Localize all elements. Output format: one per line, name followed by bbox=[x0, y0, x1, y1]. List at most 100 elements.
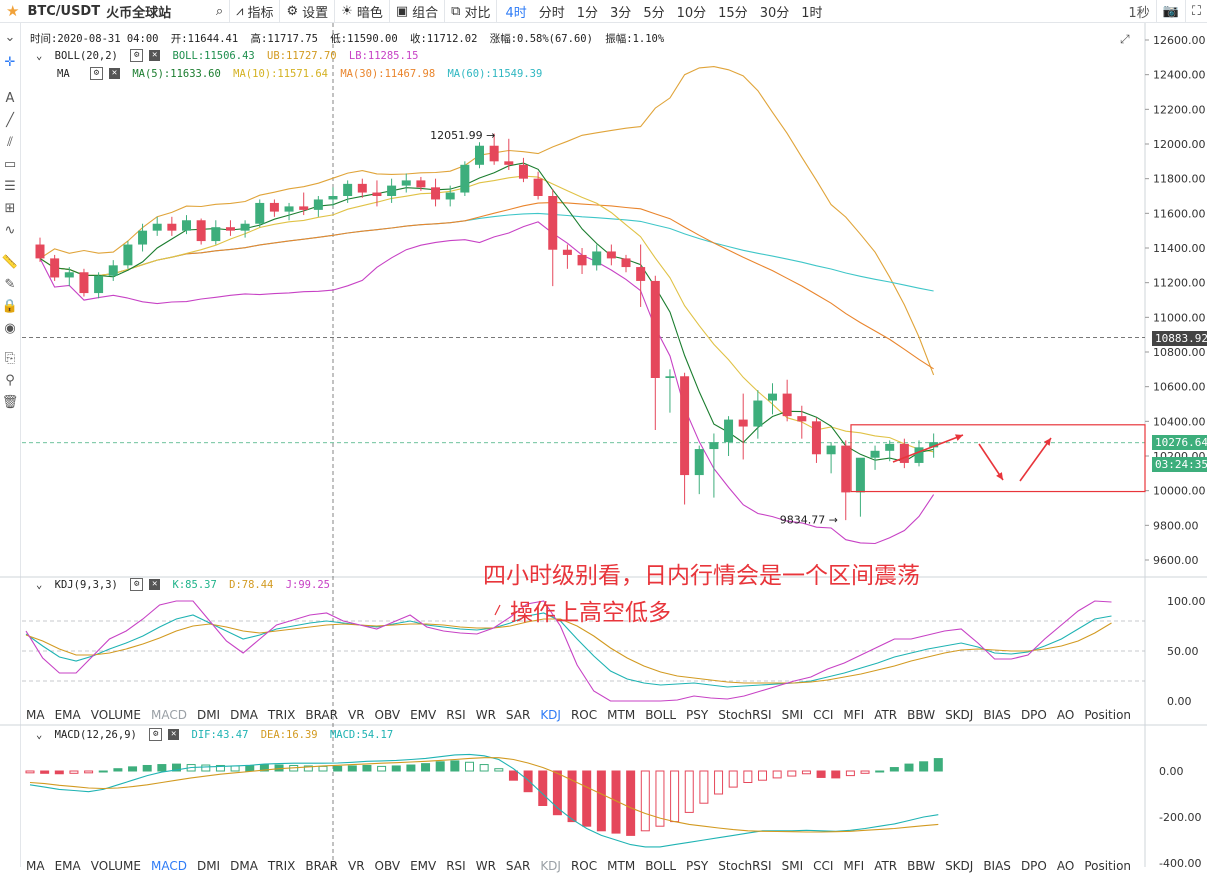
crosshair-icon[interactable]: ✛ bbox=[4, 54, 16, 70]
refresh-interval[interactable]: 1秒 bbox=[1122, 0, 1155, 22]
indicator-tab-smi[interactable]: SMI bbox=[781, 859, 804, 873]
indicator-tab-emv[interactable]: EMV bbox=[410, 859, 437, 873]
indicator-tab-mtm[interactable]: MTM bbox=[607, 708, 636, 722]
timeframe-tick[interactable]: 分时 bbox=[538, 5, 565, 21]
screenshot-button[interactable]: 📷 bbox=[1157, 0, 1185, 22]
indicator-tab-bbw[interactable]: BBW bbox=[907, 859, 936, 873]
gear-icon[interactable]: ⚙ bbox=[149, 728, 163, 741]
indicator-tab-bias[interactable]: BIAS bbox=[983, 708, 1011, 722]
chart-expand-icon[interactable]: ⤢ bbox=[1120, 32, 1130, 46]
indicator-tab-dma[interactable]: DMA bbox=[230, 708, 258, 722]
multiline-tool-icon[interactable]: ⫽ bbox=[7, 134, 13, 150]
menu-indicator[interactable]: ⩘ 指标 bbox=[230, 0, 279, 22]
indicator-tab-roc[interactable]: ROC bbox=[570, 708, 598, 722]
menu-settings[interactable]: ⚙ 设置 bbox=[280, 0, 334, 22]
close-icon[interactable]: ✕ bbox=[149, 579, 161, 590]
close-icon[interactable]: ✕ bbox=[168, 729, 180, 740]
indicator-tab-atr[interactable]: ATR bbox=[874, 859, 898, 873]
indicator-tab-psy[interactable]: PSY bbox=[686, 708, 709, 722]
ruler-icon[interactable]: 📏 bbox=[1, 254, 19, 270]
timeframe-5m[interactable]: 5分 bbox=[643, 5, 665, 21]
indicator-tab-vr[interactable]: VR bbox=[347, 859, 365, 873]
menu-theme[interactable]: ☀ 暗色 bbox=[335, 0, 389, 22]
gear-icon[interactable]: ⚙ bbox=[130, 49, 144, 62]
indicator-tab-bias[interactable]: BIAS bbox=[983, 859, 1011, 873]
collapse-icon[interactable]: ⌄ bbox=[4, 29, 16, 45]
timeframe-3m[interactable]: 3分 bbox=[610, 5, 632, 21]
wave-tool-icon[interactable]: ∿ bbox=[4, 222, 16, 238]
indicator-tab-volume[interactable]: VOLUME bbox=[90, 859, 141, 873]
indicator-tab-wr[interactable]: WR bbox=[475, 859, 496, 873]
text-tool-icon[interactable]: A bbox=[5, 90, 15, 106]
indicator-tab-boll[interactable]: BOLL bbox=[645, 708, 677, 722]
indicator-tab-obv[interactable]: OBV bbox=[374, 859, 401, 873]
indicator-tab-kdj[interactable]: KDJ bbox=[540, 708, 561, 722]
indicator-tab-smi[interactable]: SMI bbox=[781, 708, 804, 722]
indicator-tab-ao[interactable]: AO bbox=[1056, 708, 1075, 722]
indicator-tab-roc[interactable]: ROC bbox=[570, 859, 598, 873]
close-icon[interactable]: ✕ bbox=[108, 68, 120, 79]
trash-icon[interactable]: 🗑 bbox=[1, 394, 19, 410]
indicator-tab-brar[interactable]: BRAR bbox=[305, 708, 338, 722]
timeframe-10m[interactable]: 10分 bbox=[676, 5, 707, 21]
indicator-tab-cci[interactable]: CCI bbox=[813, 859, 834, 873]
rectangle-tool-icon[interactable]: ▭ bbox=[3, 156, 17, 172]
indicator-tab-rsi[interactable]: RSI bbox=[446, 708, 466, 722]
lock-icon[interactable]: 🔒 bbox=[1, 298, 19, 314]
indicator-tab-position[interactable]: Position bbox=[1084, 708, 1132, 722]
bookmark-icon[interactable]: ⎘ bbox=[4, 350, 16, 366]
magnet-icon[interactable]: ⚲ bbox=[5, 372, 15, 388]
indicator-tab-bbw[interactable]: BBW bbox=[907, 708, 936, 722]
indicator-tab-brar[interactable]: BRAR bbox=[305, 859, 338, 873]
indicator-tab-dpo[interactable]: DPO bbox=[1020, 859, 1047, 873]
symbol-title[interactable]: BTC/USDT 火币全球站 bbox=[25, 0, 177, 22]
indicator-tab-vr[interactable]: VR bbox=[347, 708, 365, 722]
menu-combo[interactable]: ▣ 组合 bbox=[390, 0, 444, 22]
close-icon[interactable]: ✕ bbox=[149, 50, 161, 61]
star-icon[interactable]: ★ bbox=[6, 2, 20, 20]
indicator-tab-ma[interactable]: MA bbox=[26, 708, 45, 722]
indicator-tab-ema[interactable]: EMA bbox=[54, 859, 81, 873]
fullscreen-button[interactable]: ⛶ bbox=[1186, 0, 1207, 22]
indicator-tab-obv[interactable]: OBV bbox=[374, 708, 401, 722]
indicator-tab-volume[interactable]: VOLUME bbox=[90, 708, 141, 722]
fib-tool-icon[interactable]: ☰ bbox=[4, 178, 16, 194]
timeframe-30m[interactable]: 30分 bbox=[759, 5, 790, 21]
indicator-tab-stochrsi[interactable]: StochRSI bbox=[718, 859, 772, 873]
indicator-tab-position[interactable]: Position bbox=[1084, 859, 1132, 873]
indicator-tab-skdj[interactable]: SKDJ bbox=[945, 708, 974, 722]
grid-tool-icon[interactable]: ⊞ bbox=[4, 200, 16, 216]
indicator-tab-sar[interactable]: SAR bbox=[505, 708, 531, 722]
timeframe-1h[interactable]: 1时 bbox=[801, 5, 823, 21]
indicator-tab-mfi[interactable]: MFI bbox=[843, 708, 865, 722]
timeframe-4h[interactable]: 4时 bbox=[505, 5, 527, 21]
indicator-tab-trix[interactable]: TRIX bbox=[267, 708, 296, 722]
favorite-star[interactable]: ★ bbox=[0, 0, 25, 22]
indicator-tab-emv[interactable]: EMV bbox=[410, 708, 437, 722]
search-icon[interactable]: ⌕ bbox=[215, 3, 224, 19]
indicator-tab-sar[interactable]: SAR bbox=[505, 859, 531, 873]
chevron-down-icon[interactable]: ⌄ bbox=[36, 578, 43, 591]
indicator-tab-psy[interactable]: PSY bbox=[686, 859, 709, 873]
indicator-tab-atr[interactable]: ATR bbox=[874, 708, 898, 722]
line-tool-icon[interactable]: ╱ bbox=[6, 112, 14, 128]
indicator-tab-kdj[interactable]: KDJ bbox=[540, 859, 561, 873]
symbol-search[interactable]: ⌕ bbox=[177, 0, 229, 22]
timeframe-15m[interactable]: 15分 bbox=[718, 5, 748, 21]
chevron-down-icon[interactable]: ⌄ bbox=[36, 728, 43, 741]
indicator-tab-trix[interactable]: TRIX bbox=[267, 859, 296, 873]
indicator-tab-ema[interactable]: EMA bbox=[54, 708, 81, 722]
gear-icon[interactable]: ⚙ bbox=[130, 578, 144, 591]
indicator-tab-dpo[interactable]: DPO bbox=[1020, 708, 1047, 722]
indicator-tab-dma[interactable]: DMA bbox=[230, 859, 258, 873]
indicator-tab-macd[interactable]: MACD bbox=[150, 708, 187, 722]
indicator-tab-stochrsi[interactable]: StochRSI bbox=[718, 708, 772, 722]
indicator-tab-macd[interactable]: MACD bbox=[150, 859, 187, 873]
gear-icon[interactable]: ⚙ bbox=[89, 67, 103, 80]
eye-icon[interactable]: ◉ bbox=[4, 320, 16, 336]
indicator-tab-ao[interactable]: AO bbox=[1056, 859, 1075, 873]
indicator-tab-dmi[interactable]: DMI bbox=[196, 708, 221, 722]
indicator-tab-ma[interactable]: MA bbox=[26, 859, 45, 873]
indicator-tab-skdj[interactable]: SKDJ bbox=[945, 859, 974, 873]
